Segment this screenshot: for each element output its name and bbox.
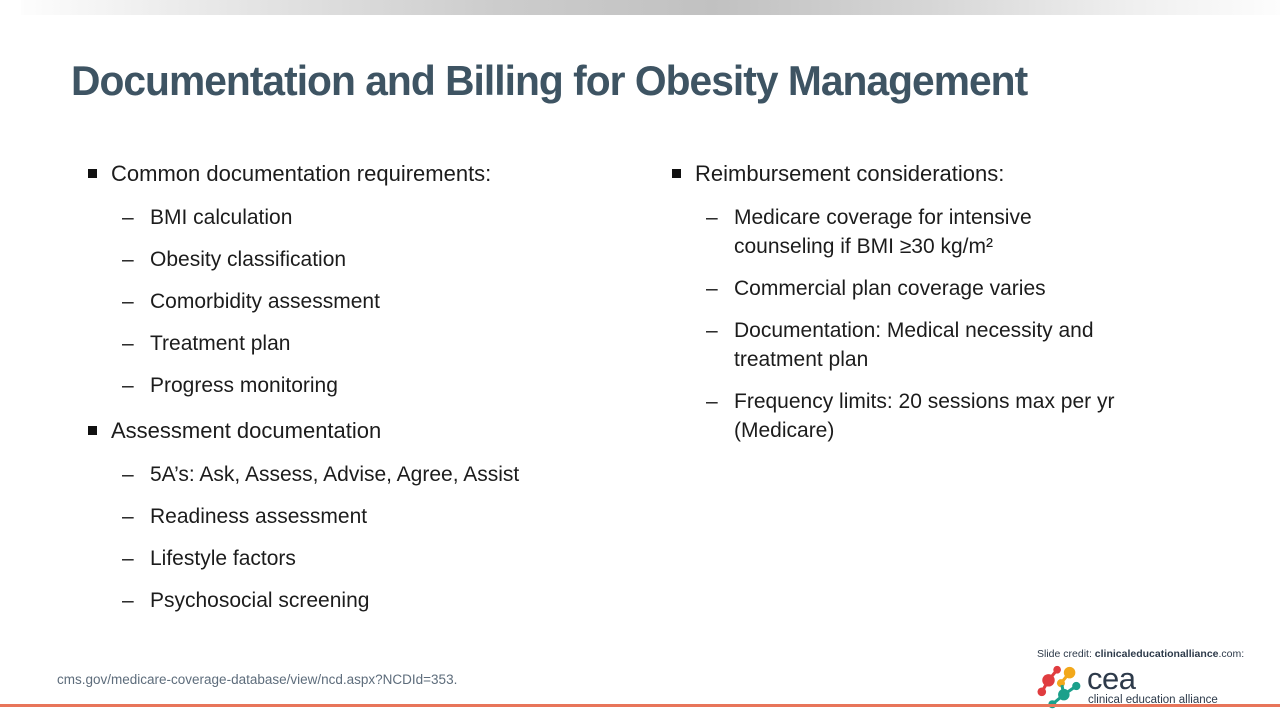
bullet-heading: Common documentation requirements: (111, 161, 492, 186)
cea-molecule-logo-icon (1037, 665, 1081, 709)
sub-bullet-item: – Medicare coverage for intensive counse… (706, 203, 1192, 261)
bottom-accent-line (0, 704, 1280, 707)
dash-bullet-icon: – (122, 505, 134, 528)
sub-bullet-item: – Commercial plan coverage varies (706, 274, 1192, 303)
bullet-item: Common documentation requirements: (88, 160, 628, 188)
sub-bullet-item: – 5A’s: Ask, Assess, Advise, Agree, Assi… (122, 460, 628, 489)
dash-bullet-icon: – (706, 390, 718, 413)
sub-bullet-text: Documentation: Medical necessity and tre… (734, 319, 1094, 371)
sub-bullet-item: – Progress monitoring (122, 371, 628, 400)
credit-domain: clinicaleducationalliance (1094, 648, 1219, 660)
dash-bullet-icon: – (122, 589, 134, 612)
sub-bullet-text: BMI calculation (150, 206, 293, 229)
square-bullet-icon (88, 169, 97, 178)
dash-bullet-icon: – (122, 248, 134, 271)
sub-bullet-text: Comorbidity assessment (150, 290, 380, 313)
left-column: Common documentation requirements: – BMI… (88, 160, 628, 628)
sub-bullet-item: – Psychosocial screening (122, 586, 628, 615)
credit-suffix: .com: (1218, 648, 1245, 660)
sub-bullet-item: – Comorbidity assessment (122, 287, 628, 316)
right-column: Reimbursement considerations: – Medicare… (672, 160, 1192, 458)
cea-logo-subtext: clinical education alliance (1088, 694, 1218, 706)
sub-bullet-text: 5A’s: Ask, Assess, Advise, Agree, Assist (150, 463, 520, 486)
top-gradient-bar (21, 0, 1280, 15)
bullet-item: Assessment documentation (88, 417, 628, 445)
sub-bullet-text: Progress monitoring (150, 374, 338, 397)
square-bullet-icon (88, 426, 97, 435)
slide-credit: Slide credit: clinicaleducationalliance.… (1037, 648, 1244, 660)
sub-bullet-text: Medicare coverage for intensive counseli… (734, 206, 1032, 258)
sub-bullet-text: Frequency limits: 20 sessions max per yr… (734, 390, 1115, 442)
sub-bullet-text: Readiness assessment (150, 505, 368, 528)
dash-bullet-icon: – (706, 206, 718, 229)
bullet-heading: Assessment documentation (111, 418, 382, 443)
dash-bullet-icon: – (122, 547, 134, 570)
sub-bullet-item: – Lifestyle factors (122, 544, 628, 573)
dash-bullet-icon: – (122, 332, 134, 355)
dash-bullet-icon: – (706, 277, 718, 300)
bullet-item: Reimbursement considerations: (672, 160, 1192, 188)
sub-bullet-text: Treatment plan (150, 332, 291, 355)
bullet-heading: Reimbursement considerations: (695, 161, 1005, 186)
dash-bullet-icon: – (706, 319, 718, 342)
sub-bullet-text: Obesity classification (150, 248, 347, 271)
sub-bullet-item: – Documentation: Medical necessity and t… (706, 316, 1192, 374)
dash-bullet-icon: – (122, 290, 134, 313)
sub-bullet-item: – BMI calculation (122, 203, 628, 232)
sub-bullet-item: – Frequency limits: 20 sessions max per … (706, 387, 1192, 445)
dash-bullet-icon: – (122, 463, 134, 486)
dash-bullet-icon: – (122, 206, 134, 229)
dash-bullet-icon: – (122, 374, 134, 397)
square-bullet-icon (672, 169, 681, 178)
page-title: Documentation and Billing for Obesity Ma… (71, 57, 1028, 104)
sub-bullet-item: – Obesity classification (122, 245, 628, 274)
sub-bullet-text: Psychosocial screening (150, 589, 370, 612)
sub-bullet-text: Commercial plan coverage varies (734, 277, 1046, 300)
source-url: cms.gov/medicare-coverage-database/view/… (57, 672, 458, 687)
cea-logo-wordmark: cea (1087, 661, 1136, 696)
sub-bullet-text: Lifestyle factors (150, 547, 296, 570)
sub-bullet-item: – Readiness assessment (122, 502, 628, 531)
sub-bullet-item: – Treatment plan (122, 329, 628, 358)
credit-prefix: Slide credit: (1037, 648, 1095, 660)
